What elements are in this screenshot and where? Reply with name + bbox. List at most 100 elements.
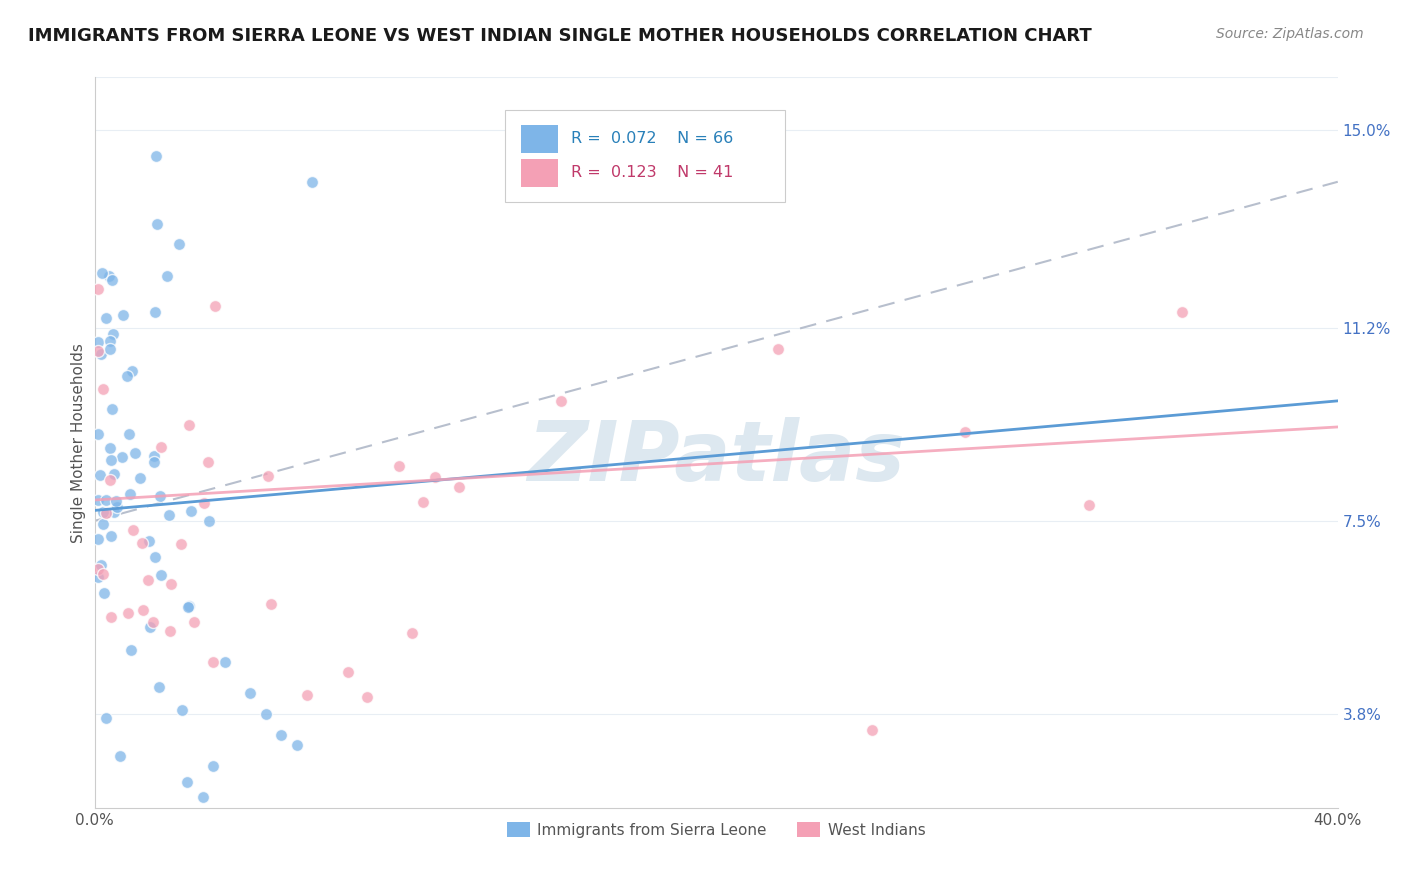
Point: [98, 342, 121, 356]
FancyBboxPatch shape: [505, 111, 785, 202]
Point: [447, 480, 470, 494]
Point: [204, 299, 226, 313]
Point: [139, 620, 162, 634]
Point: [150, 568, 173, 582]
Point: [295, 689, 318, 703]
Point: [128, 471, 150, 485]
Point: [91, 516, 114, 531]
Point: [356, 690, 378, 705]
Point: [131, 536, 153, 550]
Point: [176, 774, 198, 789]
Point: [105, 500, 128, 514]
Point: [91, 505, 114, 519]
Point: [157, 508, 180, 523]
Y-axis label: Single Mother Households: Single Mother Households: [72, 343, 86, 542]
Point: [1078, 498, 1101, 512]
Point: [180, 504, 202, 518]
Point: [197, 455, 219, 469]
Point: [86, 533, 108, 547]
Point: [193, 495, 215, 509]
Point: [86, 426, 108, 441]
Point: [193, 790, 215, 805]
Point: [270, 728, 292, 742]
Point: [93, 382, 115, 396]
Point: [142, 615, 165, 630]
Point: [108, 748, 131, 763]
Text: IMMIGRANTS FROM SIERRA LEONE VS WEST INDIAN SINGLE MOTHER HOUSEHOLDS CORRELATION: IMMIGRANTS FROM SIERRA LEONE VS WEST IND…: [28, 27, 1092, 45]
Point: [117, 606, 139, 620]
Point: [143, 449, 166, 463]
Point: [301, 175, 323, 189]
Point: [101, 327, 124, 342]
Point: [97, 269, 120, 284]
Point: [145, 149, 167, 163]
Point: [87, 335, 110, 350]
Point: [101, 401, 124, 416]
Point: [118, 487, 141, 501]
Point: [1171, 305, 1194, 319]
Point: [159, 576, 181, 591]
Point: [115, 368, 138, 383]
Point: [149, 489, 172, 503]
Point: [388, 458, 411, 473]
Point: [98, 334, 121, 348]
Point: [143, 454, 166, 468]
Point: [201, 759, 224, 773]
Point: [124, 446, 146, 460]
Point: [93, 586, 115, 600]
Point: [214, 655, 236, 669]
Point: [239, 686, 262, 700]
Point: [98, 474, 121, 488]
Point: [170, 703, 193, 717]
Point: [170, 537, 193, 551]
Point: [94, 711, 117, 725]
Point: [143, 305, 166, 319]
Point: [177, 599, 200, 614]
Point: [643, 149, 665, 163]
Text: R =  0.072    N = 66: R = 0.072 N = 66: [571, 130, 733, 145]
Point: [260, 597, 283, 611]
Point: [100, 610, 122, 624]
Point: [101, 273, 124, 287]
Point: [103, 505, 125, 519]
Point: [550, 393, 572, 408]
Point: [90, 347, 112, 361]
Point: [768, 342, 790, 356]
Point: [87, 344, 110, 359]
Point: [91, 266, 114, 280]
Bar: [522, 160, 558, 187]
Text: R =  0.123    N = 41: R = 0.123 N = 41: [571, 165, 733, 180]
Point: [120, 643, 142, 657]
Point: [96, 310, 118, 325]
Point: [179, 417, 201, 432]
Point: [98, 441, 121, 455]
Point: [94, 506, 117, 520]
Point: [336, 665, 359, 679]
Point: [257, 468, 280, 483]
Point: [401, 625, 423, 640]
Point: [201, 655, 224, 669]
Point: [145, 217, 167, 231]
Text: Source: ZipAtlas.com: Source: ZipAtlas.com: [1216, 27, 1364, 41]
Point: [96, 492, 118, 507]
Point: [138, 533, 160, 548]
Legend: Immigrants from Sierra Leone, West Indians: Immigrants from Sierra Leone, West India…: [501, 815, 932, 844]
Point: [100, 453, 122, 467]
Point: [860, 723, 883, 737]
Point: [122, 523, 145, 537]
Point: [423, 470, 446, 484]
Point: [90, 558, 112, 572]
Point: [285, 738, 308, 752]
Point: [111, 450, 134, 464]
Point: [100, 529, 122, 543]
Point: [148, 680, 170, 694]
Point: [86, 570, 108, 584]
Point: [86, 562, 108, 576]
Point: [132, 603, 155, 617]
Point: [197, 514, 219, 528]
Point: [179, 599, 201, 613]
Point: [159, 624, 181, 639]
Point: [121, 364, 143, 378]
Point: [136, 573, 159, 587]
Point: [111, 309, 134, 323]
